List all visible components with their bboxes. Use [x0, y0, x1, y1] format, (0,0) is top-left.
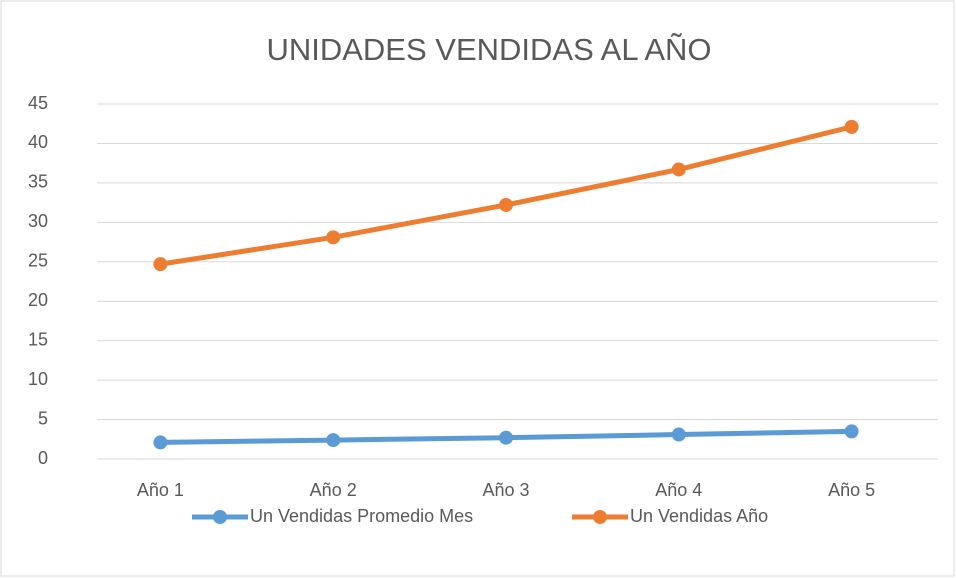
y-tick-label: 40 [28, 132, 48, 152]
x-tick-label: Año 3 [482, 480, 529, 500]
y-tick-label: 25 [28, 251, 48, 271]
x-tick-label: Año 5 [828, 480, 875, 500]
legend-label: Un Vendidas Año [630, 506, 768, 526]
data-point [153, 257, 168, 272]
data-point [671, 427, 686, 442]
data-point [326, 230, 341, 245]
y-tick-label: 15 [28, 329, 48, 349]
chart-title: UNIDADES VENDIDAS AL AÑO [266, 32, 711, 67]
legend-marker [213, 510, 227, 524]
y-tick-label: 35 [28, 172, 48, 192]
data-point [153, 435, 168, 450]
data-point [671, 162, 686, 177]
legend-label: Un Vendidas Promedio Mes [250, 506, 473, 526]
x-tick-label: Año 4 [655, 480, 702, 500]
y-tick-label: 30 [28, 211, 48, 231]
legend-marker [593, 510, 607, 524]
data-point [844, 119, 859, 134]
y-tick-label: 20 [28, 290, 48, 310]
data-point [499, 197, 513, 212]
y-tick-label: 45 [28, 93, 48, 113]
data-point [499, 430, 513, 445]
y-tick-label: 10 [28, 369, 48, 389]
y-tick-label: 0 [38, 448, 48, 468]
data-point [326, 433, 341, 448]
y-tick-label: 5 [38, 408, 48, 428]
x-tick-label: Año 1 [137, 480, 184, 500]
data-point [844, 424, 859, 439]
x-tick-label: Año 2 [310, 480, 357, 500]
